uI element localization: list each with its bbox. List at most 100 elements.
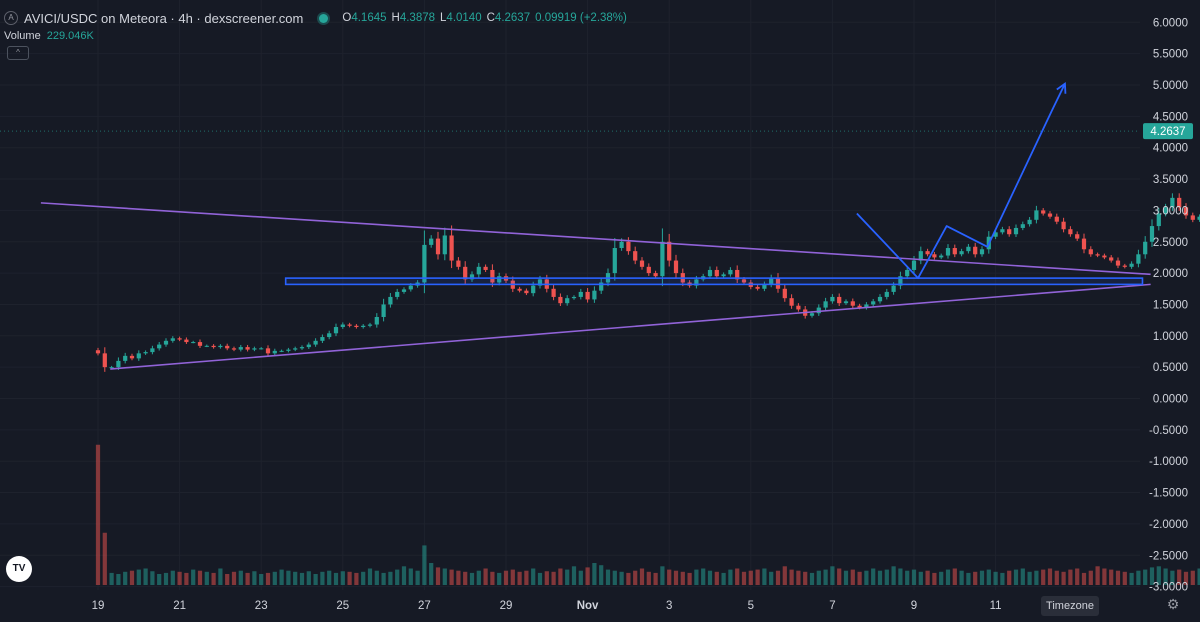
- candle-body: [721, 274, 726, 277]
- candle-body: [1102, 255, 1107, 258]
- candle: [313, 338, 318, 347]
- candle-body: [667, 241, 672, 261]
- support-zone-box: [284, 277, 1144, 286]
- volume-bar: [660, 566, 665, 585]
- low-value: 4.0140: [446, 12, 482, 24]
- candle: [1020, 221, 1025, 231]
- volume-bar: [469, 572, 475, 585]
- volume-bar: [163, 572, 169, 585]
- candle-body: [272, 350, 277, 354]
- volume-bar: [517, 571, 522, 585]
- candle-body: [129, 355, 135, 359]
- candle: [667, 233, 672, 267]
- volume-bar: [762, 568, 767, 585]
- y-tick-label: -1.0000: [1149, 456, 1188, 468]
- volume-bar: [653, 572, 658, 585]
- volume-bar: [952, 568, 957, 585]
- candle: [1109, 255, 1114, 263]
- volume-bar: [884, 569, 889, 585]
- candle: [728, 267, 733, 277]
- candle: [871, 298, 876, 307]
- volume-bar: [714, 571, 719, 585]
- volume-bar: [116, 574, 121, 585]
- candle: [1102, 253, 1107, 260]
- candle-body: [401, 289, 407, 292]
- volume-bar: [293, 571, 298, 585]
- volume-bar: [871, 568, 876, 585]
- candle-body: [1129, 263, 1134, 267]
- volume-bar: [775, 570, 781, 585]
- volume-bar: [245, 572, 250, 585]
- volume-bar: [361, 571, 366, 585]
- volume-bar: [544, 571, 549, 585]
- volume-bar: [1061, 571, 1066, 585]
- timezone-button[interactable]: Timezone: [1041, 596, 1099, 616]
- candle-body: [843, 301, 849, 304]
- candle: [286, 347, 291, 353]
- volume-bar: [218, 568, 223, 585]
- x-tick-label: 19: [92, 600, 105, 612]
- volume-bar: [449, 569, 454, 585]
- tradingview-logo[interactable]: TV: [6, 556, 32, 582]
- price-gridlines: [0, 0, 1140, 590]
- time-axis[interactable]: 19 21 23 25 27 29 Nov 3 5 7 9 11: [92, 600, 1002, 612]
- volume-bar: [939, 571, 944, 585]
- y-tick-label: 4.0000: [1153, 143, 1188, 155]
- candle-body: [279, 350, 284, 352]
- volume-bar: [354, 572, 359, 585]
- drawings-layer[interactable]: [0, 82, 1151, 370]
- collapse-legend-button[interactable]: ^: [7, 46, 29, 60]
- candle-body: [320, 337, 325, 341]
- volume-bar: [979, 570, 985, 585]
- volume-bar: [109, 572, 114, 585]
- volume-bar: [1027, 571, 1032, 585]
- y-tick-label: -2.5000: [1149, 550, 1188, 562]
- candle-body: [463, 266, 468, 280]
- candle: [456, 257, 461, 270]
- candle: [762, 281, 767, 292]
- volume-bar: [748, 570, 753, 585]
- volume-bar: [1081, 572, 1087, 585]
- candle: [1075, 231, 1080, 241]
- volume-bar: [1190, 570, 1195, 585]
- candle-body: [925, 251, 930, 255]
- trendline-lower: [110, 283, 1151, 370]
- candle: [1054, 213, 1059, 225]
- volume-bar: [735, 568, 740, 585]
- candle-body: [218, 345, 223, 348]
- volume-bar: [639, 568, 645, 585]
- candle-body: [537, 279, 543, 286]
- candle-body: [592, 290, 597, 300]
- y-tick-label: -2.0000: [1149, 519, 1188, 531]
- candle: [707, 266, 713, 280]
- volume-bar: [503, 570, 509, 585]
- candle-body: [565, 298, 570, 304]
- candle-body: [1190, 215, 1195, 220]
- volume-bar: [850, 569, 855, 585]
- symbol-icon[interactable]: A: [4, 11, 18, 25]
- volume-bar: [1183, 571, 1189, 585]
- y-tick-label: 1.0000: [1153, 331, 1188, 343]
- candle: [864, 302, 869, 310]
- candle: [293, 346, 298, 352]
- volume-bar: [728, 569, 733, 585]
- candle: [123, 352, 128, 364]
- volume-bar: [95, 444, 101, 585]
- candle: [1034, 205, 1039, 224]
- candle: [1007, 226, 1012, 237]
- candle-body: [197, 342, 203, 346]
- volume-bar: [537, 572, 543, 585]
- y-tick-label: 6.0000: [1153, 17, 1188, 29]
- gear-icon[interactable]: ⚙: [1166, 596, 1180, 612]
- volume-bar: [1170, 570, 1175, 585]
- volume-bar: [388, 571, 393, 585]
- candle-body: [939, 255, 944, 258]
- candle: [578, 288, 583, 300]
- candle: [177, 336, 182, 342]
- candle: [633, 246, 638, 265]
- price-axis[interactable]: 6.0000 5.5000 5.0000 4.5000 4.0000 3.5000 3.00…: [1143, 17, 1193, 594]
- volume-bar: [796, 570, 801, 585]
- candle: [333, 323, 339, 337]
- candle: [952, 244, 957, 258]
